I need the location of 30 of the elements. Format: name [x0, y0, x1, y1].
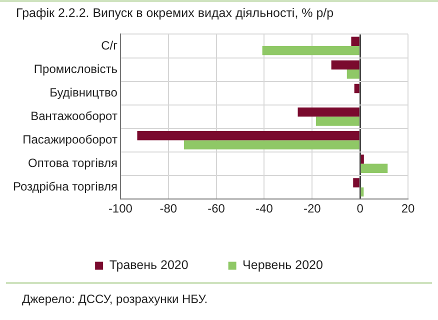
legend-label: Червень 2020: [242, 258, 323, 272]
bar: [353, 178, 360, 188]
legend-label: Травень 2020: [109, 258, 188, 272]
x-tick-label: -40: [256, 202, 274, 216]
x-tick-label: -80: [160, 202, 178, 216]
x-tick-label: -100: [108, 202, 133, 216]
bar: [298, 107, 360, 117]
y-tick-label: Будівництво: [50, 85, 118, 100]
bar: [360, 164, 388, 173]
bar: [137, 131, 360, 140]
bar: [354, 84, 360, 94]
bar: [316, 116, 360, 126]
y-tick-label: Промисловість: [34, 62, 118, 76]
x-tick-label: 20: [401, 202, 415, 216]
bar: [184, 140, 360, 150]
bar: [360, 154, 364, 164]
y-tick-label: С/г: [101, 38, 118, 52]
bar: [351, 36, 360, 46]
x-tick-label: -20: [303, 202, 322, 216]
text: Джерело: ДССУ, розрахунки НБУ.: [6, 282, 432, 306]
x-tick-label: 0: [356, 202, 364, 216]
y-tick-label: Оптова торгівля: [28, 156, 118, 170]
x-tick-label: -60: [208, 202, 226, 216]
y-tick-label: Вантажооборот: [30, 108, 118, 123]
chart-title: Графік 2.2.2. Випуск в окремих видах діяльності, % р/р: [0, 0, 438, 24]
bar: [262, 46, 360, 56]
bar: [346, 70, 360, 79]
y-tick-label: Роздрібна торгівля: [12, 180, 118, 194]
bar: [331, 60, 360, 70]
y-tick-label: Пасажирооборот: [22, 132, 118, 147]
